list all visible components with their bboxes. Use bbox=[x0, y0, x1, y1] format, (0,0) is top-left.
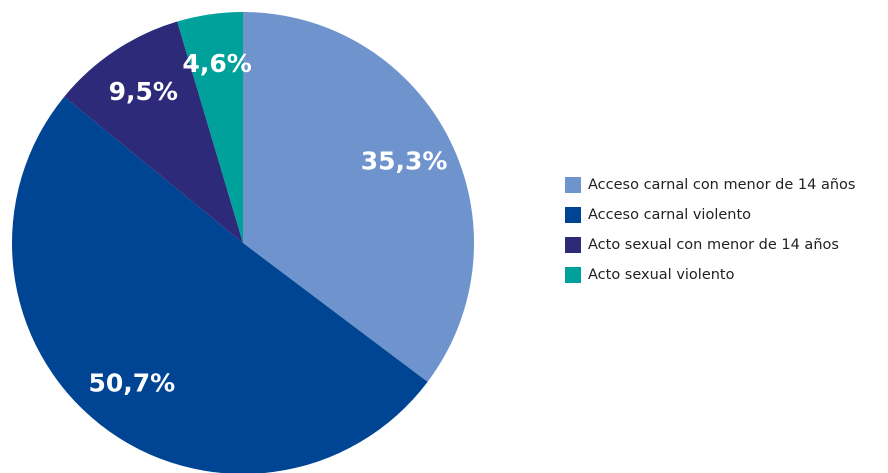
pie-slice bbox=[243, 12, 475, 382]
legend-label: Acto sexual violento bbox=[588, 267, 735, 283]
value-label: 9,5% bbox=[109, 77, 178, 106]
legend-label: Acto sexual con menor de 14 años bbox=[588, 237, 839, 253]
value-label: 50,7% bbox=[89, 369, 176, 398]
legend-swatch bbox=[565, 177, 581, 193]
value-label: 4,6% bbox=[182, 49, 251, 78]
legend-swatch bbox=[565, 207, 581, 223]
legend-swatch bbox=[565, 267, 581, 283]
legend-swatch bbox=[565, 237, 581, 253]
pie-slice bbox=[12, 96, 428, 473]
pie-slice bbox=[64, 21, 243, 243]
legend-label: Acceso carnal violento bbox=[588, 207, 751, 223]
legend-label: Acceso carnal con menor de 14 años bbox=[588, 177, 855, 193]
pie-slice bbox=[177, 12, 243, 243]
value-label: 35,3% bbox=[361, 147, 448, 176]
